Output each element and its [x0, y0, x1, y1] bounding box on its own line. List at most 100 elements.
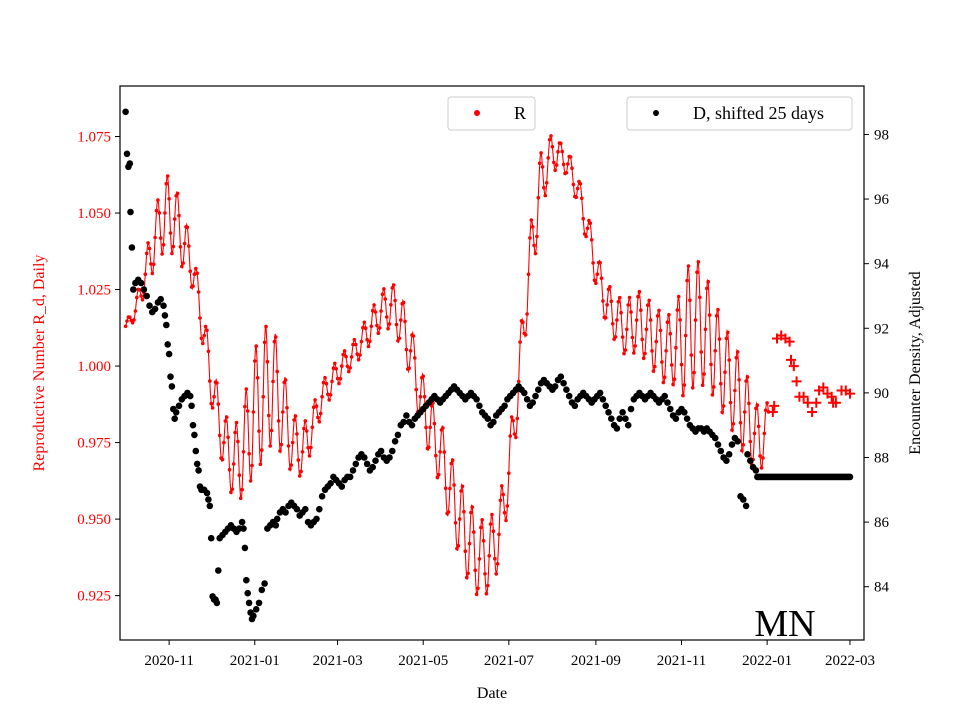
r-point [330, 379, 334, 384]
r-point [528, 236, 532, 240]
d-point [349, 467, 357, 474]
r-point [203, 324, 208, 329]
r-point [375, 323, 379, 328]
r-point [240, 487, 244, 492]
d-point [557, 373, 565, 381]
r-point [300, 450, 305, 454]
r-point [181, 261, 185, 265]
r-point [230, 487, 235, 492]
r-point [231, 462, 236, 466]
r-point [578, 182, 583, 186]
r-point [654, 339, 658, 344]
r-point [731, 422, 736, 426]
r-point [160, 252, 164, 256]
y-right-tick-label: 88 [874, 450, 889, 466]
y-right-tick-label: 96 [874, 192, 890, 208]
r-point [603, 315, 608, 320]
r-point [500, 484, 504, 488]
d-point [206, 502, 214, 510]
x-tick-label: 2021-05 [398, 653, 448, 669]
r-point [413, 356, 417, 360]
r-point [698, 295, 702, 300]
r-point [692, 370, 696, 375]
r-point [384, 315, 389, 319]
r-point [281, 410, 285, 414]
r-point [581, 216, 585, 221]
r-point [164, 181, 169, 186]
d-point [255, 599, 263, 607]
d-point [352, 460, 360, 468]
r-point [399, 318, 403, 322]
r-point [728, 400, 733, 405]
r-point [615, 318, 619, 322]
d-point [175, 402, 183, 410]
r-point [139, 294, 143, 298]
d-point [523, 396, 531, 403]
r-point [241, 450, 246, 454]
r-point [304, 429, 309, 433]
d-point [302, 505, 309, 513]
r-tail-point [769, 400, 780, 411]
r-point [756, 424, 761, 429]
d-point [186, 392, 194, 400]
r-point [459, 489, 463, 493]
legend-d-label: D, shifted 25 days [693, 103, 824, 123]
r-point [588, 221, 593, 225]
legend-r-marker [474, 110, 480, 116]
x-tick-label: 2022-01 [742, 653, 792, 669]
r-point [306, 445, 310, 450]
r-point [449, 461, 454, 466]
r-point [504, 518, 508, 523]
r-point [334, 367, 339, 371]
d-point [191, 431, 198, 439]
d-point [565, 392, 573, 400]
r-point [609, 299, 614, 304]
r-point [589, 238, 594, 242]
r-point [462, 509, 466, 514]
r-point [427, 445, 431, 450]
r-point [132, 318, 136, 322]
r-point [455, 546, 459, 551]
r-tail-point [845, 388, 855, 399]
r-point [613, 335, 618, 339]
r-point [279, 442, 284, 447]
r-point [418, 394, 423, 399]
y-axis-left-label: Reproductive Number R_d, Daily [31, 255, 48, 472]
d-point [400, 418, 407, 426]
d-point [484, 415, 492, 423]
r-point [442, 450, 447, 454]
d-point [605, 409, 612, 416]
r-point [428, 425, 433, 430]
r-point [515, 416, 520, 421]
y-left-tick-label: 1.025 [77, 283, 111, 299]
d-point [163, 321, 170, 329]
r-point [229, 490, 233, 495]
r-point [470, 505, 475, 509]
d-point [622, 415, 629, 423]
r-point [683, 333, 688, 338]
d-point [563, 386, 570, 394]
r-point [210, 406, 215, 410]
r-point [324, 381, 329, 386]
d-point [608, 415, 615, 423]
d-point [143, 292, 150, 300]
r-point [251, 410, 256, 414]
r-point [170, 251, 174, 256]
d-point [240, 525, 247, 532]
r-point [172, 217, 177, 221]
r-point [151, 262, 156, 267]
r-point [679, 362, 684, 367]
r-point [480, 518, 485, 522]
r-point [723, 370, 727, 375]
r-point [296, 458, 301, 462]
r-point [516, 379, 521, 384]
r-point [434, 453, 438, 458]
r-point [640, 337, 644, 342]
r-point [460, 484, 465, 489]
r-point [326, 392, 330, 397]
d-point [742, 502, 750, 510]
d-point [714, 441, 722, 448]
r-point [744, 379, 748, 383]
r-point [253, 359, 257, 363]
y-right-tick-label: 98 [874, 127, 889, 143]
